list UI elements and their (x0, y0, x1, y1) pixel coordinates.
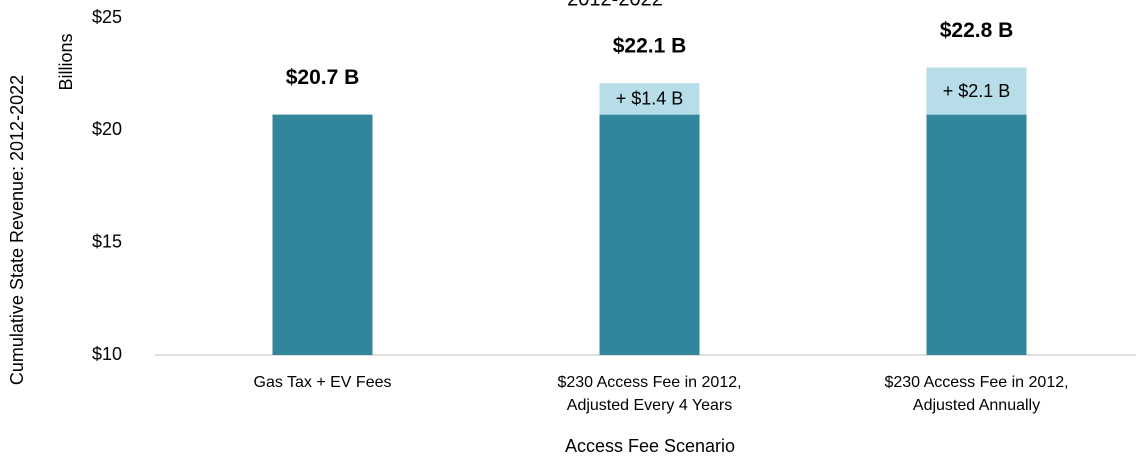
bar-segment (599, 83, 700, 115)
bar-segment (926, 67, 1027, 115)
y-tick-label: $15 (92, 231, 122, 251)
y-tick-label: $25 (92, 7, 122, 27)
segment-label: + $1.4 B (616, 89, 684, 109)
y-axis-title: Cumulative State Revenue: 2012-2022 (7, 75, 27, 385)
bar-segment (272, 114, 373, 356)
total-label: $22.1 B (613, 35, 687, 58)
x-tick-label: $230 Access Fee in 2012, (884, 374, 1068, 391)
total-label: $22.8 B (940, 19, 1014, 42)
x-tick-label: Gas Tax + EV Fees (254, 374, 392, 391)
y-units-label: Billions (56, 33, 76, 90)
x-tick-label: Adjusted Every 4 Years (567, 397, 732, 414)
y-tick-label: $10 (92, 344, 122, 364)
x-axis-title: Access Fee Scenario (565, 436, 735, 456)
chart-title: 2012-2022 (567, 0, 663, 10)
x-tick-label: Adjusted Annually (913, 397, 1040, 414)
x-tick-label: $230 Access Fee in 2012, (557, 374, 741, 391)
total-label: $20.7 B (286, 66, 360, 89)
y-tick-label: $20 (92, 119, 122, 139)
bar-segment (599, 114, 700, 356)
bar-segment (926, 114, 1027, 356)
segment-label: + $2.1 B (943, 81, 1011, 101)
